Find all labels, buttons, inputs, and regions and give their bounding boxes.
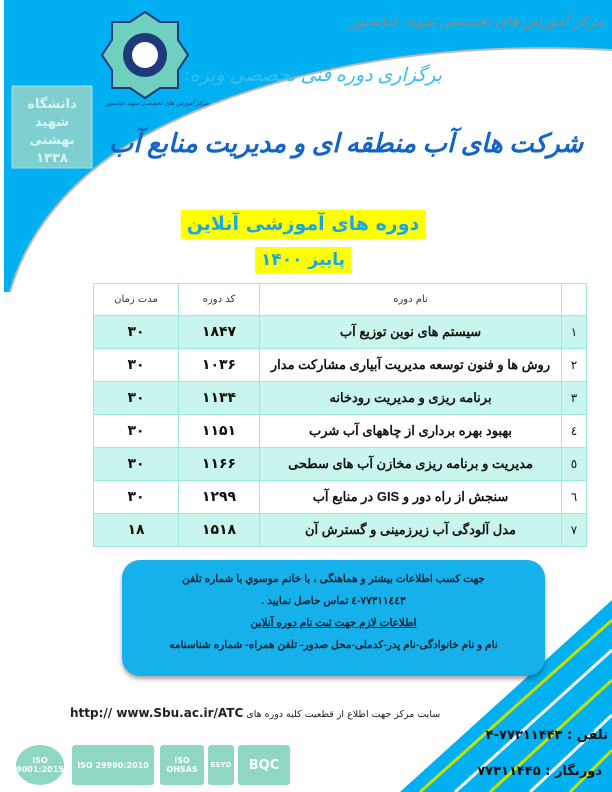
bqc-logo: BQC <box>238 745 290 785</box>
cell-code: ۱۲۹۹ <box>178 480 260 514</box>
fax-label: دورنگار : <box>545 764 602 779</box>
cell-num: ٤ <box>561 414 587 448</box>
phone-number: ۷۷۳۱۱۴۴۳-۴ <box>485 728 563 743</box>
subtitle-online-courses: دوره های آموزشی آنلاین <box>180 210 426 239</box>
cell-num: ۳ <box>561 381 587 415</box>
header-num <box>561 283 587 316</box>
cell-duration: ۱۸ <box>93 513 179 547</box>
table-row: ٦ سنجش از راه دور و GIS در منابع آب ۱۲۹۹ ۳۰ <box>93 480 587 514</box>
subtitle-season: پاییز ۱۴۰۰ <box>254 247 352 273</box>
cell-num: ۲ <box>561 348 587 382</box>
info-line-1: جهت کسب اطلاعات بیشتر و هماهنگی ، با خان… <box>182 573 485 585</box>
cell-num: ٥ <box>561 447 587 481</box>
cell-name: سنجش از راه دور و GIS در منابع آب <box>259 480 562 514</box>
table-row: ٤ بهبود بهره برداری از چاههای آب شرب ۱۱۵۱ ۳… <box>93 414 587 448</box>
header-name: نام دوره <box>259 283 562 316</box>
cell-name: روش ها و فنون توسعه مدیریت آبیاری مشارکت… <box>259 348 562 382</box>
table-row: ۱ سیستم های نوین توزیع آب ۱۸۴۷ ۳۰ <box>93 315 587 349</box>
center-logo-caption: مرکز آموزش های تخصصی شهید عباسپور <box>105 100 209 107</box>
cell-duration: ۳۰ <box>93 381 179 415</box>
cell-name: مدیریت و برنامه ریزی مخازن آب های سطحی <box>259 447 562 481</box>
bottom-right-stripes <box>400 600 612 792</box>
header-code: کد دوره <box>178 283 260 316</box>
cell-duration: ۳۰ <box>93 447 179 481</box>
cell-name: برنامه ریزی و مدیریت رودخانه <box>259 381 562 415</box>
iso-29990-logo: ISO 29990:2010 <box>72 745 154 785</box>
fax: دورنگار : ۷۷۳۱۱۴۴۵ <box>477 764 602 779</box>
university-logo-text: دانشگاه شهید بهشتی ۱۳۳۸ <box>27 97 77 166</box>
site-line: سایت مرکز جهت اطلاع از قطعیت کلیه دوره ه… <box>70 706 440 722</box>
phone: تلفن : ۷۷۳۱۱۴۴۳-۴ <box>486 728 608 743</box>
cell-code: ۱۸۴۷ <box>178 315 260 349</box>
holding-text: برگزاری دوره فنی تخصصی ویژه: <box>183 65 442 86</box>
cell-code: ۱۵۱۸ <box>178 513 260 547</box>
phone-label: تلفن : <box>567 728 608 743</box>
table-row: ۳ برنامه ریزی و مدیریت رودخانه ۱۱۳۴ ۳۰ <box>93 381 587 415</box>
site-url[interactable]: http:// www.Sbu.ac.ir/ATC <box>70 706 244 720</box>
center-name: مرکز آموزش های تخصصی شهید عباسپور <box>349 14 604 30</box>
cell-duration: ۳۰ <box>93 348 179 382</box>
cell-num: ٦ <box>561 480 587 514</box>
info-line-2: ٧٧٣١١٤٤٣-٤ تماس حاصل نمایید . <box>261 595 406 607</box>
fax-number: ۷۷۳۱۱۴۴۵ <box>477 764 541 779</box>
cell-name: سیستم های نوین توزیع آب <box>259 315 562 349</box>
cell-name: بهبود بهره برداری از چاههای آب شرب <box>259 414 562 448</box>
cell-duration: ۳۰ <box>93 414 179 448</box>
center-logo-icon <box>100 10 190 100</box>
cell-duration: ۳۰ <box>93 315 179 349</box>
cell-num: ۷ <box>561 513 587 547</box>
page-title: شرکت های آب منطقه ای و مدیریت منابع آب <box>108 129 584 158</box>
info-line-4: نام و نام خانوادگی-نام پدر-کدملی-محل صدو… <box>169 639 498 651</box>
table-header-row: نام دوره کد دوره مدت زمان <box>93 283 587 316</box>
esyd-logo: ESYD <box>208 745 234 785</box>
site-text: سایت مرکز جهت اطلاع از قطعیت کلیه دوره ه… <box>246 709 441 720</box>
cell-name: مدل آلودگی آب زیرزمینی و گسترش آن <box>259 513 562 547</box>
table-row: ۲ روش ها و فنون توسعه مدیریت آبیاری مشارک… <box>93 348 587 382</box>
courses-table: نام دوره کد دوره مدت زمان ۱ سیستم های نوی… <box>93 283 587 547</box>
cell-code: ۱۱۳۴ <box>178 381 260 415</box>
cell-code: ۱۱۵۱ <box>178 414 260 448</box>
ohsas-logo: ISO OHSAS <box>160 745 204 785</box>
cell-code: ۱۱۶۶ <box>178 447 260 481</box>
info-line-3: اطلاعات لازم جهت ثبت نام دوره آنلاین <box>250 617 417 629</box>
table-row: ٥ مدیریت و برنامه ریزی مخازن آب های سطحی ۱… <box>93 447 587 481</box>
contact-info-box: جهت کسب اطلاعات بیشتر و هماهنگی ، با خان… <box>122 560 545 676</box>
table-row: ۷ مدل آلودگی آب زیرزمینی و گسترش آن ۱۵۱۸ ۱۸ <box>93 513 587 547</box>
iso-9001-logo: ISO 9001:2015 <box>16 745 64 785</box>
cell-duration: ۳۰ <box>93 480 179 514</box>
header-duration: مدت زمان <box>93 283 179 316</box>
cell-code: ۱۰۳۶ <box>178 348 260 382</box>
cell-num: ۱ <box>561 315 587 349</box>
